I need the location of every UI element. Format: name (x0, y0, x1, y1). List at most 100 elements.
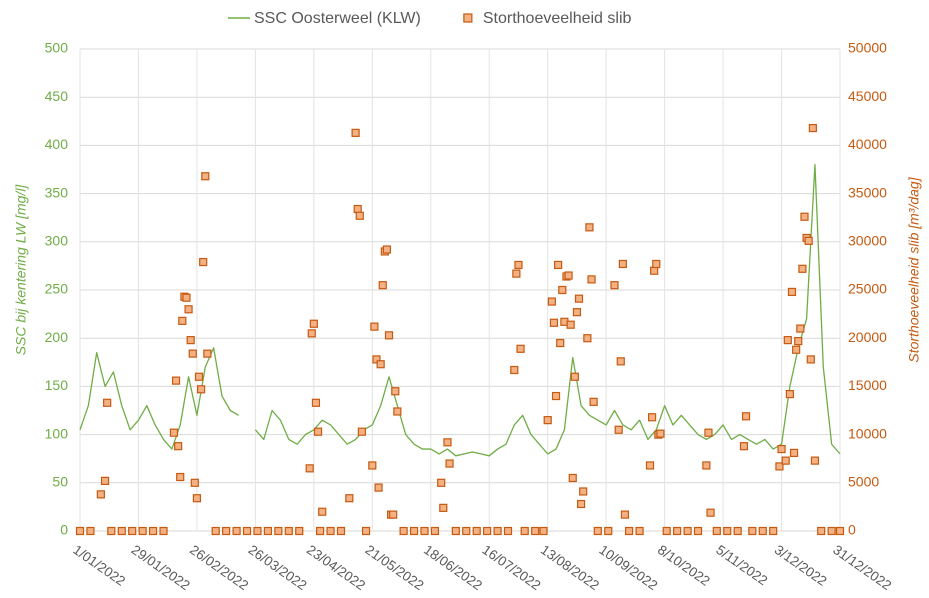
scatter-point (572, 308, 582, 317)
scatter-point (368, 461, 377, 470)
scatter-point (625, 526, 634, 536)
y2-tick-label: 20000 (848, 329, 887, 345)
scatter-point (100, 476, 110, 485)
scatter-point (775, 462, 784, 471)
scatter-point (171, 376, 181, 385)
scatter-point (178, 316, 187, 325)
scatter-point (384, 331, 394, 340)
x-tick-label: 8/10/2022 (655, 542, 713, 589)
y-tick-label: 250 (45, 281, 69, 297)
scatter-point (806, 355, 815, 364)
scatter-point (616, 357, 625, 366)
scatter-point (211, 526, 220, 536)
scatter-point (547, 297, 556, 306)
scatter-point (389, 510, 398, 519)
y-tick-label: 400 (45, 136, 69, 152)
scatter-point (589, 397, 598, 406)
scatter-point (186, 336, 195, 345)
scatter-point (307, 329, 316, 338)
legend-label: SSC Oosterweel (KLW) (254, 10, 421, 27)
x-tick-label: 13/08/2022 (538, 542, 602, 593)
scatter-point (794, 336, 803, 346)
scatter-point (570, 372, 579, 381)
scatter-point (531, 526, 540, 536)
scatter-point (263, 526, 273, 536)
x-tick-label: 10/09/2022 (596, 542, 660, 593)
scatter-point (587, 275, 596, 284)
scatter-point (723, 526, 732, 536)
scatter-point (702, 461, 711, 470)
scatter-point (769, 526, 778, 536)
scatter-point (512, 269, 521, 278)
scatter-point (451, 526, 460, 536)
scatter-point (645, 461, 655, 470)
y-tick-label: 450 (45, 88, 69, 104)
scatter-point (792, 345, 801, 354)
scatter-point (662, 526, 671, 536)
y2-tick-label: 30000 (848, 233, 887, 249)
scatter-point (351, 128, 360, 137)
scatter-point (712, 526, 721, 536)
y-tick-label: 350 (45, 184, 69, 200)
y2-tick-label: 15000 (848, 377, 887, 393)
scatter-point (399, 526, 408, 536)
scatter-point (789, 448, 799, 458)
grid (79, 48, 841, 532)
x-tick-label: 23/04/2022 (304, 542, 368, 593)
scatter-point (439, 503, 448, 512)
scatter-point (305, 464, 314, 473)
scatter-point (430, 526, 440, 536)
legend-label: Storthoeveelheid slib (483, 10, 632, 27)
y2-tick-label: 25000 (848, 281, 887, 297)
scatter-point (503, 526, 513, 536)
x-tick-label: 1/01/2022 (70, 542, 128, 589)
scatter-point (604, 526, 613, 536)
scatter-point (835, 526, 845, 536)
scatter-point (326, 526, 335, 536)
scatter-point (673, 526, 682, 536)
scatter-point (543, 416, 552, 425)
scatter-point (174, 442, 183, 451)
scatter-point (86, 526, 95, 536)
scatter-point (190, 478, 199, 487)
scatter-point (376, 360, 385, 369)
scatter-point (551, 391, 561, 401)
scatter-point (483, 526, 492, 536)
scatter-point (443, 438, 452, 447)
y2-tick-label: 0 (848, 522, 856, 538)
scatter-point (313, 427, 323, 436)
scatter-point (516, 344, 525, 353)
y-tick-label: 500 (45, 40, 69, 56)
scatter-point (798, 264, 807, 273)
scatter-point (804, 236, 813, 245)
y-tick-label: 150 (45, 377, 69, 393)
scatter-point (579, 487, 588, 496)
scatter-point (650, 266, 659, 275)
legend-swatch (463, 13, 473, 23)
x-tick-label: 5/11/2022 (713, 542, 770, 588)
scatter-point (357, 427, 366, 436)
scatter-point (222, 526, 231, 536)
y2-tick-label: 35000 (848, 184, 887, 200)
scatter-point (128, 526, 137, 536)
scatter-point (610, 281, 619, 290)
y-tick-label: 0 (60, 522, 68, 538)
scatter-point (647, 413, 657, 422)
y2-tick-label: 5000 (848, 474, 879, 490)
scatter-point (593, 526, 602, 536)
scatter-point (201, 172, 210, 181)
scatter-point (176, 472, 185, 482)
scatter-point (583, 334, 592, 343)
scatter-point (733, 526, 742, 536)
scatter-point (693, 526, 703, 536)
scatter-point (618, 259, 627, 269)
scatter-point (585, 223, 594, 232)
y-axis-title: SSC bij kentering LW [mg/l] (13, 184, 29, 356)
ssc-line (79, 164, 841, 457)
scatter-point (199, 257, 208, 267)
scatter-point (620, 510, 630, 519)
scatter-point (554, 260, 563, 270)
scatter-point (355, 211, 364, 220)
scatter-point (787, 287, 797, 297)
